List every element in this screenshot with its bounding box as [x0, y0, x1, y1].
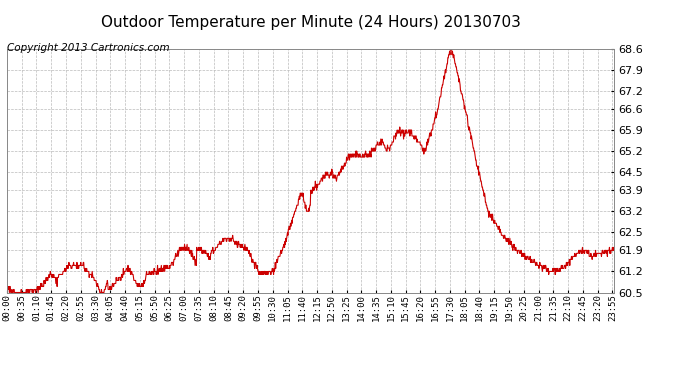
Text: Copyright 2013 Cartronics.com: Copyright 2013 Cartronics.com: [7, 43, 170, 53]
Text: Outdoor Temperature per Minute (24 Hours) 20130703: Outdoor Temperature per Minute (24 Hours…: [101, 15, 520, 30]
Text: Temperature  (°F): Temperature (°F): [533, 26, 640, 36]
